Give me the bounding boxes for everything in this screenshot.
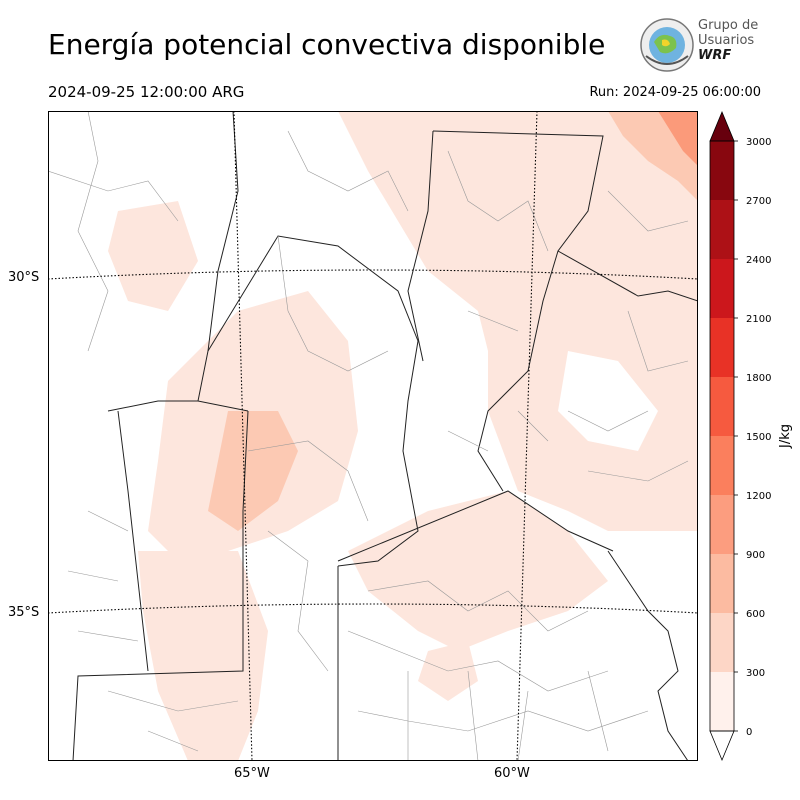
colorbar-tick-label: 300: [746, 668, 765, 679]
logo-line-1: Grupo de: [698, 18, 759, 33]
dept-line: [287, 130, 409, 212]
grupo-wrf-logo: Grupo de Usuarios WRF: [638, 16, 768, 76]
colorbar-tick-label: 2400: [746, 255, 771, 266]
colorbar-swatches: [710, 141, 734, 731]
cape-shading: [108, 111, 698, 761]
dept-line: [407, 670, 609, 761]
colorbar-tick-label: 2100: [746, 314, 771, 325]
border-line: [207, 235, 419, 567]
dept-line: [607, 190, 689, 372]
colorbar-tick-label: 1500: [746, 432, 771, 443]
dept-line: [347, 630, 609, 692]
cape-area-southeast: [348, 491, 608, 651]
coastline: [607, 550, 689, 761]
colorbar-swatch: [710, 672, 734, 731]
cape-area-northeast-peak: [658, 111, 698, 166]
department-borders: [48, 111, 689, 761]
dept-line: [277, 235, 389, 372]
lat-label-35s: 35°S: [8, 605, 40, 620]
dept-line: [67, 510, 139, 642]
colorbar-swatch: [710, 141, 734, 200]
dept-line: [267, 530, 329, 672]
colorbar-swatch: [710, 613, 734, 672]
cape-area-central-mid: [208, 411, 298, 531]
parallel-35s: [48, 603, 698, 614]
colorbar-tick-label: 600: [746, 609, 765, 620]
dept-line: [107, 690, 239, 752]
map-frame: [48, 111, 698, 761]
lat-label-30s: 30°S: [8, 270, 40, 285]
colorbar-tick-label: 3000: [746, 137, 771, 148]
colorbar-swatch: [710, 495, 734, 554]
dept-line: [77, 111, 109, 352]
dept-line: [447, 150, 549, 252]
dept-line: [247, 440, 369, 522]
province-borders: [72, 111, 698, 761]
colorbar-tick-label: 2700: [746, 196, 771, 207]
lon-label-60w: 60°W: [494, 766, 530, 781]
border-line: [337, 490, 614, 562]
logo-line-2: Usuarios: [698, 33, 755, 48]
colorbar-label: J/kg: [778, 424, 793, 449]
colorbar-tick-label: 900: [746, 550, 765, 561]
dept-line: [357, 710, 649, 732]
cape-area-west: [108, 201, 198, 311]
cape-gap-east: [558, 351, 658, 451]
colorbar-swatch: [710, 377, 734, 436]
colorbar-tick-label: 0: [746, 727, 752, 738]
dept-line: [48, 170, 179, 222]
colorbar-swatch: [710, 259, 734, 318]
colorbar-swatch: [710, 200, 734, 259]
globe-icon: [640, 18, 694, 72]
colorbar: 0 300 600 900 1200 1500 1800 2100 2400 2700 3000 J…: [709, 110, 793, 762]
logo-line-3: WRF: [698, 48, 732, 63]
colorbar-swatch: [710, 318, 734, 377]
colorbar-swatch: [710, 554, 734, 613]
logo-text: Grupo de Usuarios WRF: [698, 18, 758, 63]
colorbar-over-triangle: [709, 110, 735, 142]
border-line: [197, 111, 239, 402]
border-line: [407, 130, 434, 362]
border-line: [557, 250, 698, 302]
colorbar-ticks: 0 300 600 900 1200 1500 1800 2100 2400 2700 3000: [734, 137, 771, 738]
colorbar-tick-label: 1800: [746, 373, 771, 384]
border-line: [72, 410, 249, 761]
cape-area-south: [138, 551, 268, 761]
cape-map: [48, 111, 698, 761]
border-line: [117, 410, 149, 672]
dept-line: [567, 410, 689, 482]
colorbar-tick-label: 1200: [746, 491, 771, 502]
border-line: [107, 400, 249, 412]
parallel-30s: [48, 269, 698, 280]
colorbar-swatch: [710, 436, 734, 495]
dept-line: [447, 310, 549, 452]
colorbar-under-triangle: [709, 730, 735, 762]
run-time: Run: 2024-09-25 06:00:00: [589, 85, 761, 100]
lon-label-65w: 65°W: [234, 766, 270, 781]
graticule: [48, 111, 698, 761]
border-line: [432, 130, 604, 492]
page-title: Energía potencial convectiva disponible: [48, 28, 606, 61]
dept-line: [367, 580, 589, 632]
valid-time: 2024-09-25 12:00:00 ARG: [48, 83, 245, 101]
